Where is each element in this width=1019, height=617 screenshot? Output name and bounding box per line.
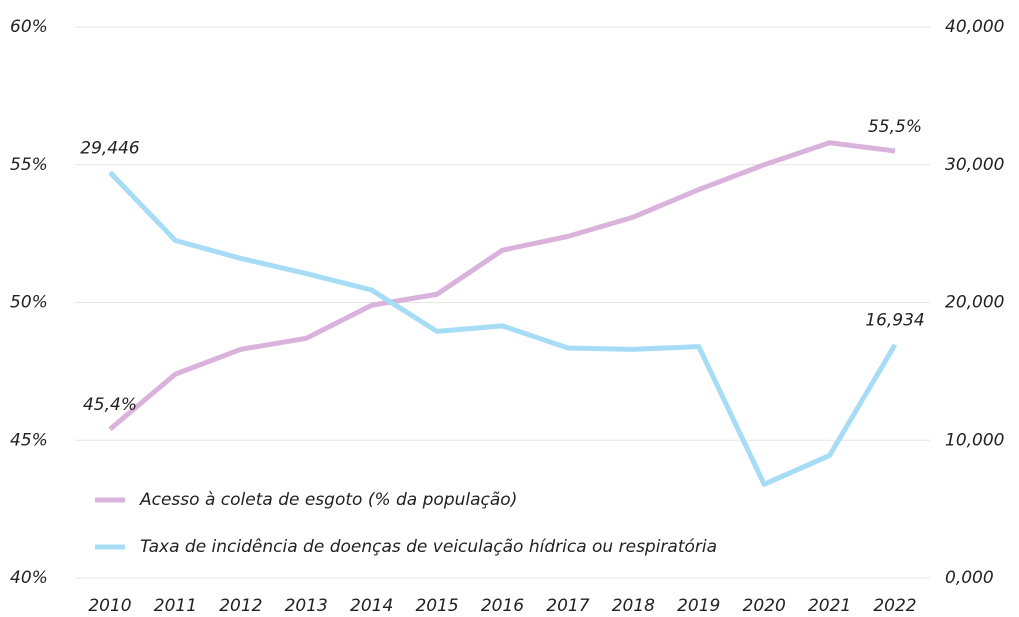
x-tick-label: 2020: [743, 596, 786, 616]
y2-tick-label: 40,000: [945, 17, 1004, 37]
y-tick-label: 40%: [10, 568, 48, 588]
legend-label: Taxa de incidência de doenças de veicula…: [140, 537, 717, 557]
x-tick-label: 2010: [88, 596, 131, 616]
y-tick-label: 50%: [10, 293, 48, 313]
x-tick-label: 2011: [154, 596, 197, 616]
x-tick-label: 2018: [612, 596, 655, 616]
x-tick-label: 2021: [808, 596, 851, 616]
y2-tick-label: 10,000: [945, 430, 1004, 450]
value-label: 45,4%: [83, 395, 137, 415]
x-tick-label: 2012: [219, 596, 262, 616]
x-tick-label: 2017: [546, 596, 589, 616]
x-tick-label: 2015: [415, 596, 458, 616]
x-tick-label: 2013: [285, 596, 328, 616]
legend-label: Acesso à coleta de esgoto (% da populaçã…: [139, 490, 517, 510]
y-tick-label: 60%: [10, 17, 48, 37]
series-line: [108, 170, 898, 487]
value-label: 55,5%: [868, 117, 922, 137]
x-tick-label: 2019: [677, 596, 720, 616]
series-line: [108, 140, 896, 432]
x-tick-label: 2014: [350, 596, 393, 616]
x-tick-label: 2016: [481, 596, 524, 616]
y2-tick-label: 0,000: [945, 568, 994, 588]
value-label: 16,934: [865, 311, 924, 331]
value-label: 29,446: [80, 138, 140, 158]
y-tick-label: 55%: [10, 155, 48, 175]
x-tick-label: 2022: [873, 596, 916, 616]
y2-tick-label: 30,000: [945, 155, 1004, 175]
y2-tick-label: 20,000: [945, 293, 1004, 313]
y-tick-label: 45%: [10, 430, 48, 450]
